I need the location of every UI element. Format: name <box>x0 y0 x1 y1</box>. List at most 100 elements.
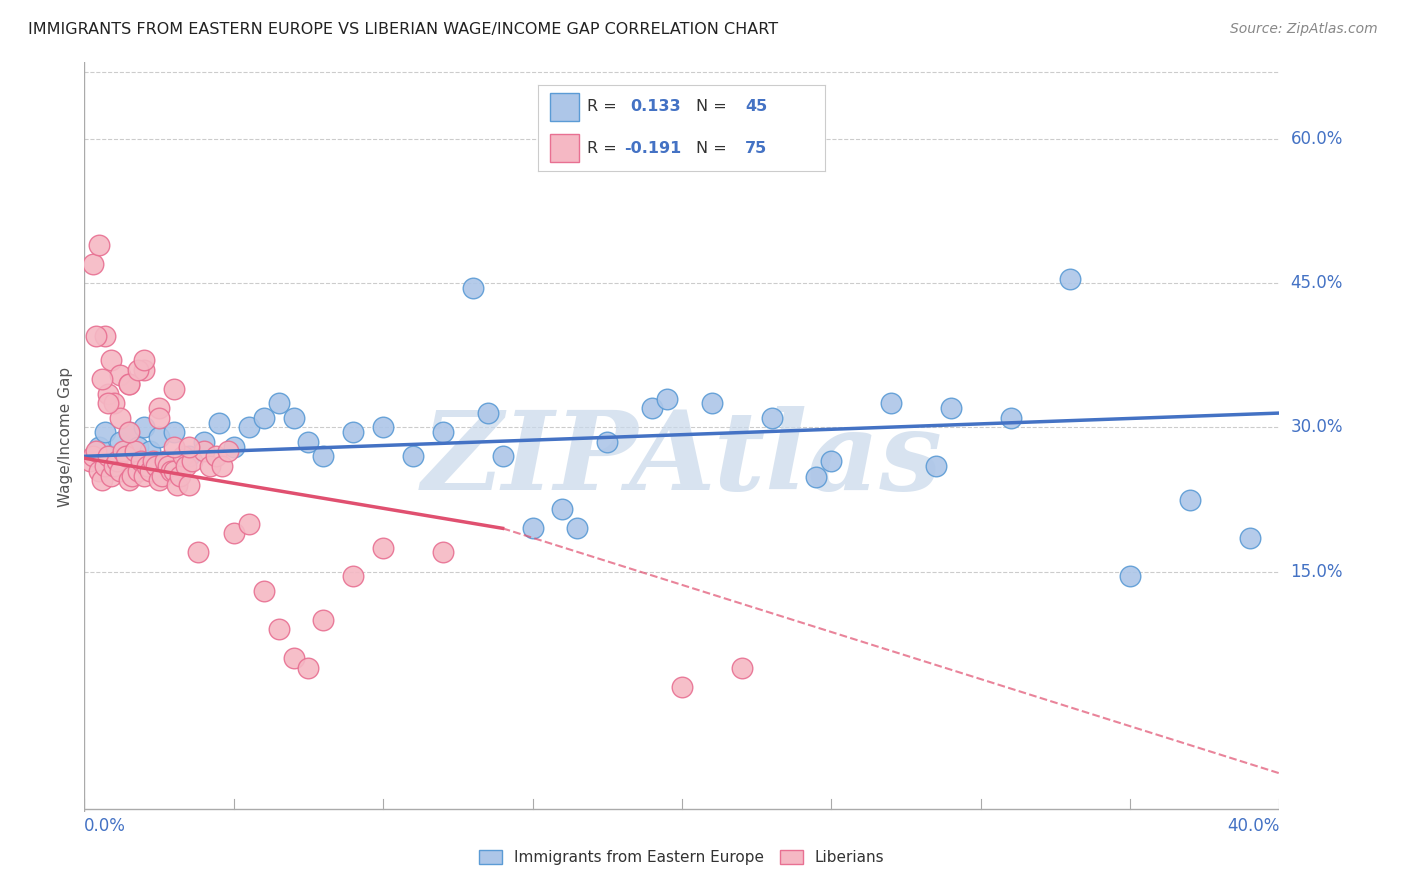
Point <box>761 410 783 425</box>
Point <box>94 458 117 473</box>
Point <box>82 450 104 464</box>
Point <box>163 440 186 454</box>
Point <box>132 353 156 368</box>
Point <box>177 450 200 464</box>
Point <box>121 468 143 483</box>
Point <box>91 473 114 487</box>
Point <box>118 473 141 487</box>
Point <box>461 281 484 295</box>
Point <box>132 468 156 483</box>
Text: ZIPAtlas: ZIPAtlas <box>422 406 942 513</box>
Text: 15.0%: 15.0% <box>1291 563 1343 581</box>
Point <box>91 372 114 386</box>
Point <box>193 434 215 449</box>
Point <box>342 569 364 583</box>
Text: IMMIGRANTS FROM EASTERN EUROPE VS LIBERIAN WAGE/INCOME GAP CORRELATION CHART: IMMIGRANTS FROM EASTERN EUROPE VS LIBERI… <box>28 22 779 37</box>
Point <box>402 450 425 464</box>
Point <box>880 396 903 410</box>
Point <box>97 396 120 410</box>
Point <box>492 450 515 464</box>
Point <box>110 464 132 478</box>
Point <box>142 454 165 468</box>
Point <box>238 516 260 531</box>
Point <box>103 458 125 473</box>
Point <box>253 583 276 598</box>
Point <box>79 454 101 468</box>
Point <box>97 450 120 464</box>
Point <box>1119 569 1142 583</box>
Point <box>82 257 104 271</box>
Point <box>118 377 141 392</box>
Point <box>86 329 108 343</box>
Point <box>312 450 335 464</box>
Point <box>820 454 842 468</box>
Point <box>150 468 173 483</box>
Point <box>166 478 188 492</box>
Point <box>127 363 149 377</box>
Point <box>100 450 122 464</box>
Point <box>86 444 108 458</box>
Point <box>89 238 111 252</box>
Point <box>89 464 111 478</box>
Point <box>139 444 162 458</box>
Text: 45.0%: 45.0% <box>1291 275 1343 293</box>
Point <box>174 458 197 473</box>
Point <box>222 526 245 541</box>
Point <box>373 420 395 434</box>
Point <box>939 401 962 416</box>
Point <box>177 478 200 492</box>
Point <box>1059 271 1081 285</box>
Point <box>522 521 544 535</box>
Point <box>208 416 231 430</box>
Point <box>925 458 948 473</box>
Point <box>700 396 723 410</box>
Point <box>129 454 152 468</box>
Point <box>148 430 170 444</box>
Point <box>94 425 117 440</box>
Point <box>97 387 120 401</box>
Point <box>198 458 221 473</box>
Point <box>283 410 305 425</box>
Point <box>551 502 574 516</box>
Point <box>267 622 290 636</box>
Point <box>112 444 135 458</box>
Point <box>100 353 122 368</box>
Point <box>238 420 260 434</box>
Point <box>148 401 170 416</box>
Legend: Immigrants from Eastern Europe, Liberians: Immigrants from Eastern Europe, Liberian… <box>474 844 890 871</box>
Point <box>127 440 149 454</box>
Point <box>205 450 228 464</box>
Point <box>163 464 186 478</box>
Point <box>211 458 233 473</box>
Point <box>132 363 156 377</box>
Point <box>432 425 454 440</box>
Point <box>297 434 319 449</box>
Point <box>148 410 170 425</box>
Point <box>477 406 499 420</box>
Text: 40.0%: 40.0% <box>1227 816 1279 835</box>
Point <box>716 132 738 146</box>
Point <box>132 420 156 434</box>
Point <box>181 454 204 468</box>
Point <box>731 660 754 674</box>
Point <box>115 450 138 464</box>
Point <box>172 450 194 464</box>
Point <box>373 541 395 555</box>
Point <box>89 440 111 454</box>
Y-axis label: Wage/Income Gap: Wage/Income Gap <box>58 367 73 508</box>
Point <box>94 329 117 343</box>
Text: Source: ZipAtlas.com: Source: ZipAtlas.com <box>1230 22 1378 37</box>
Point <box>312 613 335 627</box>
Point <box>169 468 191 483</box>
Point <box>222 440 245 454</box>
Point <box>145 458 167 473</box>
Point <box>806 470 828 484</box>
Point <box>671 680 693 694</box>
Point <box>100 468 122 483</box>
Point <box>163 425 186 440</box>
Point <box>110 434 132 449</box>
Point <box>1000 410 1022 425</box>
Point <box>641 401 664 416</box>
Point <box>105 454 128 468</box>
Point <box>118 377 141 392</box>
